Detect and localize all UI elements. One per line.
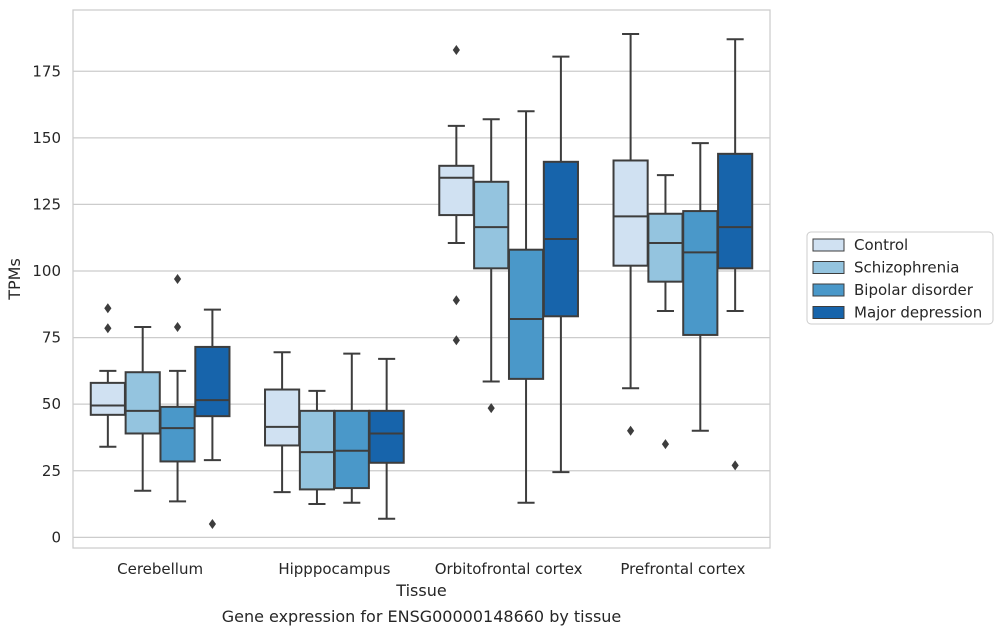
box-control	[264, 351, 301, 494]
outlier-point	[627, 425, 635, 436]
box-control	[438, 44, 475, 346]
box-iqr	[647, 212, 684, 283]
box-iqr	[89, 381, 126, 416]
x-tick-label: Hipppocampus	[278, 560, 390, 578]
outlier-point	[487, 403, 495, 414]
box-control	[612, 32, 649, 436]
box-control	[89, 303, 126, 448]
box-iqr	[194, 345, 231, 418]
box-iqr	[333, 409, 370, 490]
box-major-depression	[542, 55, 579, 474]
legend-frame	[806, 231, 994, 325]
box-iqr	[717, 152, 754, 270]
box-bipolar-disorder	[507, 110, 545, 504]
y-axis-label: TPMs	[5, 258, 24, 301]
legend-label: Schizophrenia	[854, 259, 959, 277]
y-tick-label: 100	[32, 262, 61, 280]
outlier-point	[104, 303, 112, 314]
box-major-depression	[717, 38, 754, 471]
legend-swatch	[812, 306, 845, 319]
y-tick-label: 0	[51, 528, 61, 546]
outlier-point	[661, 439, 670, 450]
y-tick-label: 175	[32, 62, 61, 80]
outlier-point	[452, 295, 460, 306]
box-schizophrenia	[124, 325, 161, 492]
box-bipolar-disorder	[682, 142, 719, 432]
x-tick-label: Orbitofrontal cortex	[435, 560, 583, 578]
legend-swatch	[812, 238, 845, 252]
x-axis-label: Tissue	[395, 581, 446, 600]
box-iqr	[298, 409, 336, 491]
y-tick-label: 25	[42, 462, 61, 480]
box-schizophrenia	[298, 389, 336, 506]
y-axis-ticks: 0 25 50 75 100 125 150 175	[32, 62, 61, 546]
y-tick-label: 50	[42, 395, 61, 413]
box-iqr	[507, 248, 545, 380]
x-tick-label: Prefrontal cortex	[620, 560, 745, 578]
box-iqr	[264, 388, 301, 447]
box-iqr	[438, 164, 475, 217]
box-iqr	[612, 159, 649, 267]
outlier-point	[452, 44, 460, 55]
legend: Control Schizophrenia Bipolar disorder Majo…	[806, 231, 994, 325]
outlier-point	[173, 274, 182, 284]
box-iqr	[124, 371, 161, 435]
box-iqr	[682, 210, 719, 336]
x-tick-label: Cerebellum	[117, 560, 203, 578]
legend-label: Bipolar disorder	[854, 281, 974, 299]
box-bipolar-disorder	[159, 274, 196, 503]
legend-swatch	[812, 283, 845, 297]
legend-label: Major depression	[854, 304, 982, 322]
box-iqr	[368, 409, 405, 464]
y-tick-label: 75	[42, 329, 61, 347]
outlier-point	[173, 321, 182, 332]
y-tick-label: 150	[32, 129, 61, 147]
boxes	[89, 32, 754, 530]
chart-caption: Gene expression for ENSG00000148660 by t…	[222, 607, 622, 626]
grid-lines	[73, 70, 770, 538]
legend-label: Control	[854, 236, 908, 254]
box-bipolar-disorder	[333, 352, 370, 504]
box-iqr	[159, 405, 196, 463]
outlier-point	[104, 323, 112, 334]
outlier-point	[731, 460, 739, 471]
plot-frame	[72, 9, 771, 549]
box-major-depression	[194, 308, 231, 530]
outlier-point	[208, 519, 216, 530]
box-schizophrenia	[647, 174, 684, 450]
box-major-depression	[368, 357, 405, 520]
x-axis-ticks: Cerebellum Hipppocampus Orbitofrontal cort…	[117, 560, 745, 578]
outlier-point	[452, 335, 460, 346]
y-tick-label: 125	[32, 195, 61, 213]
box-schizophrenia	[473, 118, 510, 414]
legend-swatch	[812, 261, 845, 274]
box-iqr	[473, 180, 510, 270]
